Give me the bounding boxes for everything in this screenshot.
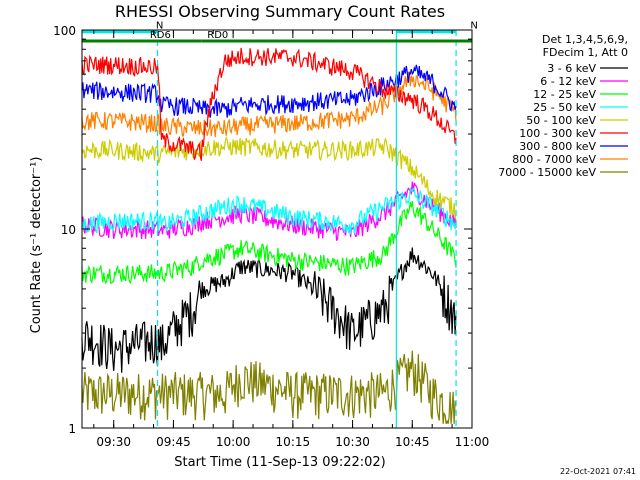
series-line-3 bbox=[81, 186, 457, 235]
x-tick-label-0: 09:30 bbox=[96, 435, 131, 449]
legend-label-4: 50 - 100 keV bbox=[526, 114, 596, 127]
x-axis-label: Start Time (11-Sep-13 09:22:02) bbox=[174, 455, 385, 470]
series-line-7 bbox=[81, 71, 457, 138]
flag-label-2: RD6 bbox=[150, 30, 171, 41]
x-tick-label-5: 10:45 bbox=[395, 435, 430, 449]
series-line-6 bbox=[81, 64, 457, 118]
legend-label-3: 25 - 50 keV bbox=[533, 101, 596, 114]
y-tick-label-1: 10 bbox=[61, 223, 76, 237]
x-tick-label-4: 10:30 bbox=[335, 435, 370, 449]
series-line-5 bbox=[81, 47, 457, 161]
series-line-0 bbox=[81, 247, 457, 373]
legend-label-5: 100 - 300 keV bbox=[519, 127, 596, 140]
x-tick-label-3: 10:15 bbox=[276, 435, 311, 449]
flag-label-3: RD0 bbox=[207, 30, 228, 41]
series-line-8 bbox=[81, 350, 457, 425]
y-tick-label-0: 1 bbox=[68, 422, 76, 436]
legend-label-7: 800 - 7000 keV bbox=[512, 153, 596, 166]
series-line-2 bbox=[81, 201, 457, 285]
y-axis-label: Count Rate (s⁻¹ detector⁻¹) bbox=[29, 157, 44, 334]
y-tick-label-2: 100 bbox=[53, 24, 76, 38]
flag-label-0: N bbox=[156, 21, 163, 32]
legend-label-6: 300 - 800 keV bbox=[519, 140, 596, 153]
legend-label-8: 7000 - 15000 keV bbox=[498, 166, 596, 179]
legend: Det 1,3,4,5,6,9, FDecim 1, Att 0 3 - 6 k… bbox=[498, 33, 628, 179]
legend-label-0: 3 - 6 keV bbox=[547, 62, 596, 75]
x-tick-label-6: 11:00 bbox=[455, 435, 490, 449]
legend-label-2: 12 - 25 keV bbox=[533, 88, 596, 101]
timestamp: 22-Oct-2021 07:41 bbox=[560, 467, 636, 476]
x-tick-label-2: 10:00 bbox=[216, 435, 251, 449]
series-line-4 bbox=[81, 135, 457, 220]
flag-label-1: N bbox=[470, 21, 477, 32]
legend-header-line-1: Det 1,3,4,5,6,9, bbox=[542, 33, 628, 46]
legend-header-line-2: FDecim 1, Att 0 bbox=[543, 46, 628, 59]
x-tick-label-1: 09:45 bbox=[156, 435, 191, 449]
chart-title: RHESSI Observing Summary Count Rates bbox=[115, 2, 445, 21]
legend-label-1: 6 - 12 keV bbox=[540, 75, 596, 88]
